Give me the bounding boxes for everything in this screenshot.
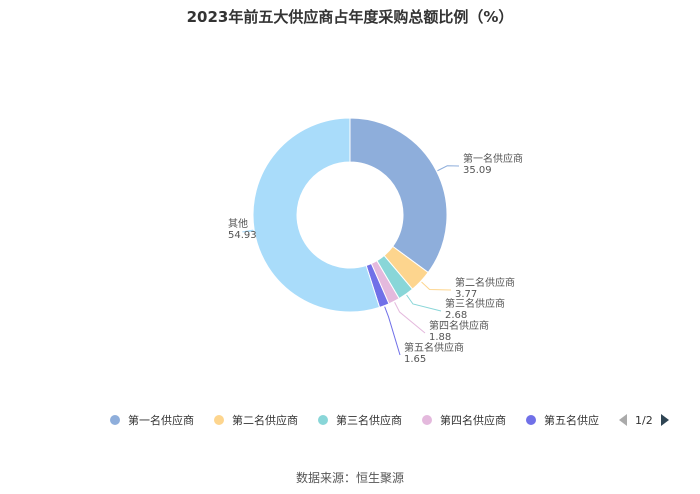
legend-label-3: 第三名供应商 <box>336 414 402 427</box>
leader-lines-group <box>242 165 460 356</box>
slice-name-label-5: 第五名供应商 <box>404 341 464 354</box>
slice-name-label-1: 第一名供应商 <box>463 152 523 165</box>
legend-dot-1-icon <box>110 415 120 425</box>
leader-line-3 <box>406 294 442 312</box>
slice-value-label-2: 3.77 <box>455 289 477 300</box>
legend-page-indicator: 1/2 <box>635 413 653 427</box>
legend-dot-2-icon <box>214 415 224 425</box>
legend-item-2[interactable]: 第二名供应商 <box>214 412 298 428</box>
slice-name-label-2: 第二名供应商 <box>455 276 515 289</box>
legend-dot-3-icon <box>318 415 328 425</box>
pie-slice-1[interactable] <box>349 117 448 274</box>
legend-label-4: 第四名供应商 <box>440 414 506 427</box>
slice-name-label-3: 第三名供应商 <box>445 297 505 310</box>
legend-dot-4-icon <box>422 415 432 425</box>
slices-group <box>252 117 448 313</box>
leader-line-6 <box>242 229 255 233</box>
slice-value-label-4: 1.88 <box>429 332 451 343</box>
legend-pager: 1/2 <box>619 414 669 427</box>
legend-label-2: 第二名供应商 <box>232 414 298 427</box>
legend: 第一名供应商 第二名供应商 第三名供应商 第四名供应商 第五名供应商 1/2 <box>110 411 669 429</box>
legend-label-5: 第五名供应商 <box>544 414 599 427</box>
legend-item-1[interactable]: 第一名供应商 <box>110 412 194 428</box>
leader-line-2 <box>421 281 452 291</box>
legend-item-3[interactable]: 第三名供应商 <box>318 412 402 428</box>
legend-prev-icon[interactable] <box>619 414 627 426</box>
leader-line-1 <box>437 165 460 172</box>
legend-label-1: 第一名供应商 <box>128 414 194 427</box>
legend-item-5[interactable]: 第五名供应商 <box>526 412 599 428</box>
chart-title: 2023年前五大供应商占年度采购总额比例（%） <box>186 8 514 26</box>
legend-dot-5-icon <box>526 415 536 425</box>
slice-value-label-5: 1.65 <box>404 354 426 365</box>
slice-value-label-6: 54.93 <box>228 230 257 241</box>
slice-value-label-3: 2.68 <box>445 310 467 321</box>
slice-name-label-6: 其他 <box>228 217 248 230</box>
leader-line-5 <box>384 306 401 356</box>
legend-next-icon[interactable] <box>660 414 669 426</box>
slice-name-label-4: 第四名供应商 <box>429 319 489 332</box>
pie-slice-6[interactable] <box>252 117 381 313</box>
legend-item-4[interactable]: 第四名供应商 <box>422 412 506 428</box>
slice-value-label-1: 35.09 <box>463 165 492 176</box>
leader-line-4 <box>394 302 426 334</box>
source-note: 数据来源：恒生聚源 <box>295 471 404 485</box>
